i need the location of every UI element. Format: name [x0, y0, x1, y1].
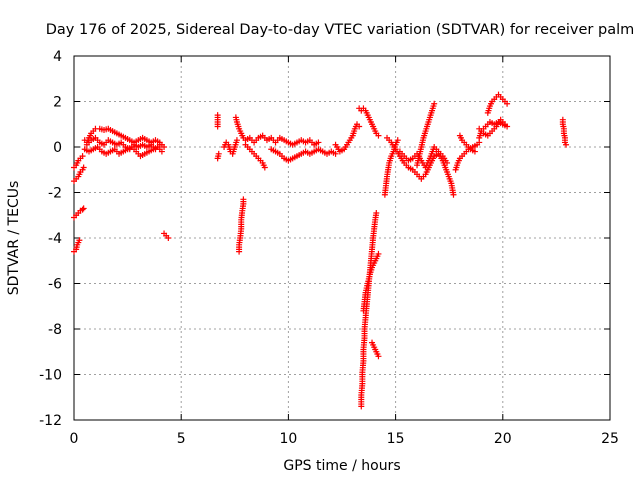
- data-point: [233, 137, 240, 144]
- y-tick-label: -2: [48, 186, 62, 202]
- data-point: [375, 353, 382, 360]
- y-axis-label: SDTVAR / TECUs: [6, 181, 22, 296]
- data-point: [471, 148, 478, 155]
- data-point: [356, 123, 363, 130]
- x-axis-label: GPS time / hours: [283, 458, 400, 474]
- data-point: [79, 153, 86, 160]
- data-point: [373, 209, 380, 216]
- y-tick-label: -4: [48, 231, 62, 247]
- data-point: [215, 150, 222, 157]
- data-point: [76, 237, 83, 244]
- y-tick-label: -10: [39, 368, 62, 384]
- data-point: [261, 164, 268, 171]
- data-point: [375, 132, 382, 139]
- data-points: [71, 91, 570, 410]
- chart-title: Day 176 of 2025, Sidereal Day-to-day VTE…: [46, 22, 635, 38]
- x-tick-label: 0: [70, 431, 79, 447]
- data-point: [315, 139, 322, 146]
- grid: [74, 56, 610, 420]
- x-tick-label: 15: [387, 431, 405, 447]
- y-tick-label: -12: [39, 413, 62, 429]
- x-tick-label: 5: [177, 431, 186, 447]
- data-point: [80, 205, 87, 212]
- data-point: [214, 123, 221, 130]
- x-tick-labels: 0 5 10 15 20 25: [70, 431, 619, 447]
- data-point: [450, 191, 457, 198]
- x-tick-label: 10: [279, 431, 297, 447]
- y-tick-label: -8: [48, 322, 62, 338]
- y-tick-label: 0: [53, 140, 62, 156]
- data-point: [240, 196, 247, 203]
- data-point: [165, 235, 172, 241]
- x-tick-label: 25: [601, 431, 619, 447]
- data-point: [504, 100, 511, 107]
- data-point: [375, 250, 382, 257]
- x-tick-label: 20: [494, 431, 512, 447]
- data-point: [563, 141, 570, 148]
- data-point: [156, 141, 163, 148]
- data-point: [332, 150, 339, 157]
- y-tick-labels: -12 -10 -8 -6 -4 -2 0 2 4: [39, 49, 62, 429]
- axis-ticks: [73, 55, 611, 421]
- data-point: [158, 148, 165, 155]
- y-tick-label: -6: [48, 277, 62, 293]
- data-point: [394, 137, 401, 144]
- data-point: [79, 206, 86, 213]
- y-tick-label: 4: [53, 49, 62, 65]
- data-point: [80, 164, 87, 171]
- y-tick-label: 2: [53, 95, 62, 111]
- data-point: [431, 100, 438, 107]
- data-point: [501, 121, 508, 128]
- data-point: [161, 144, 168, 150]
- data-point: [444, 159, 451, 166]
